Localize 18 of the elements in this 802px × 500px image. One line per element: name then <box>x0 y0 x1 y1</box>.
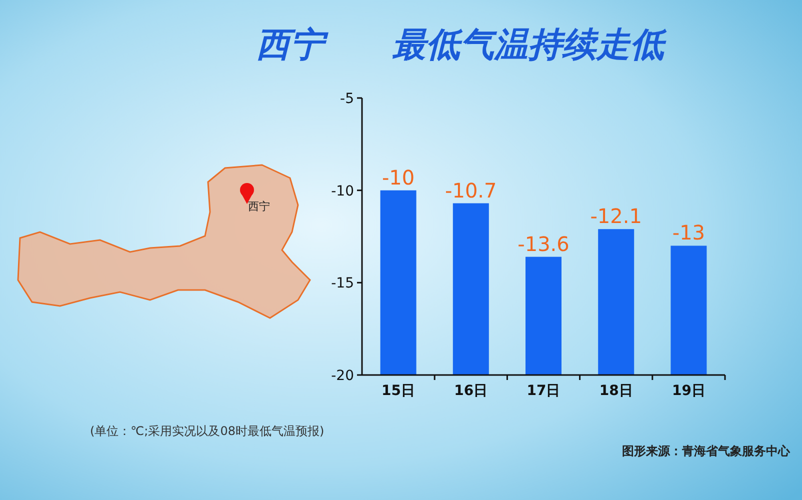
x-tick-label: 18日 <box>599 383 633 399</box>
data-label: -10 <box>382 165 415 190</box>
x-tick-label: 15日 <box>382 383 416 399</box>
y-tick-label: -10 <box>331 183 354 200</box>
y-tick-label: -20 <box>331 368 354 384</box>
text: (单位：℃;采用实况以及08时最低气温预报) <box>90 424 324 438</box>
y-tick-label: -5 <box>340 91 354 107</box>
data-label: -10.7 <box>445 178 497 202</box>
y-tick-label: -15 <box>331 276 354 292</box>
x-tick-label: 16日 <box>454 383 488 399</box>
data-label: -12.1 <box>590 204 642 228</box>
text: 西宁 <box>248 200 270 213</box>
x-tick-label: 19日 <box>672 383 706 399</box>
data-label: -13.6 <box>518 232 570 256</box>
chart-title: 西宁 最低气温持续走低 <box>256 25 667 65</box>
x-tick-label: 17日 <box>526 383 560 399</box>
data-label: -13 <box>672 220 706 245</box>
text: 图形来源：青海省气象服务中心 <box>622 444 791 458</box>
